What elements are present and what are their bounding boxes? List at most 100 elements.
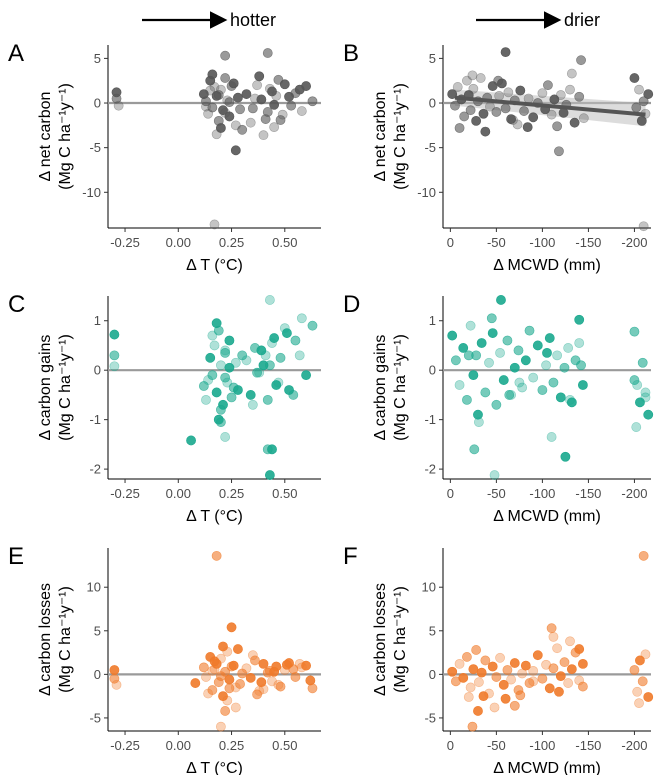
data-point xyxy=(452,82,463,92)
data-point xyxy=(512,119,523,130)
data-point xyxy=(111,679,122,690)
data-point xyxy=(502,665,513,675)
y-tick-label: 5 xyxy=(429,623,436,638)
data-point xyxy=(473,409,483,420)
x-tick-label: 0 xyxy=(447,486,454,501)
x-tick-label: -50 xyxy=(487,235,506,250)
data-point xyxy=(215,404,226,415)
data-point xyxy=(209,340,220,351)
data-point xyxy=(537,88,548,99)
data-point xyxy=(224,111,235,122)
data-point xyxy=(638,96,649,107)
x-axis-title: Δ T (°C) xyxy=(186,508,243,525)
data-point xyxy=(566,68,577,79)
data-point xyxy=(262,107,273,117)
data-point xyxy=(463,692,474,702)
data-point xyxy=(211,318,222,329)
data-point xyxy=(109,329,120,340)
data-point xyxy=(296,106,307,116)
data-point xyxy=(506,114,517,124)
y-tick-label: -5 xyxy=(89,710,101,725)
data-point xyxy=(640,392,651,403)
y-tick-label: 0 xyxy=(94,667,101,682)
data-point xyxy=(517,382,528,393)
y-tick-label: -2 xyxy=(89,462,101,477)
data-point xyxy=(198,381,209,391)
data-point xyxy=(218,691,228,702)
data-point xyxy=(220,345,231,356)
data-point xyxy=(224,97,235,108)
data-point xyxy=(576,55,586,66)
x-tick-label: -200 xyxy=(621,486,647,501)
data-point xyxy=(111,93,122,104)
x-tick-label: 0.25 xyxy=(219,235,244,250)
data-point xyxy=(552,643,563,654)
data-point xyxy=(574,91,585,102)
data-point xyxy=(252,689,262,700)
data-point xyxy=(220,706,231,716)
data-point xyxy=(275,115,286,125)
data-point xyxy=(458,672,469,683)
x-tick-label: -0.25 xyxy=(110,738,140,753)
data-point xyxy=(508,115,518,125)
data-point xyxy=(235,679,245,689)
data-point xyxy=(554,146,564,157)
header-drier: drier xyxy=(476,10,600,30)
x-tick-label: -150 xyxy=(575,486,601,501)
data-point xyxy=(631,422,642,432)
data-point xyxy=(230,145,241,156)
data-point xyxy=(237,350,248,361)
data-point xyxy=(220,347,231,358)
data-point xyxy=(269,666,280,677)
data-point xyxy=(574,314,585,325)
data-point xyxy=(294,350,305,361)
data-point xyxy=(629,326,640,337)
data-point xyxy=(532,650,543,661)
data-point xyxy=(201,672,211,682)
x-tick-label: -150 xyxy=(575,738,601,753)
data-point xyxy=(288,390,299,400)
data-point xyxy=(218,105,228,116)
data-point xyxy=(224,362,235,373)
data-point xyxy=(258,130,269,141)
data-point xyxy=(563,343,574,353)
data-point xyxy=(552,350,563,361)
data-point xyxy=(290,335,301,346)
data-point xyxy=(201,96,211,107)
data-point xyxy=(486,313,497,324)
data-point xyxy=(198,662,209,673)
data-point xyxy=(520,355,531,366)
data-point xyxy=(262,48,273,58)
data-point xyxy=(475,73,486,83)
data-point xyxy=(463,350,474,361)
data-point xyxy=(241,355,252,366)
data-point xyxy=(629,73,640,83)
data-point xyxy=(503,87,514,98)
data-point xyxy=(294,84,305,95)
x-tick-label: 0 xyxy=(447,738,454,753)
x-tick-label: -100 xyxy=(529,235,555,250)
data-point xyxy=(235,104,245,115)
data-point xyxy=(447,89,458,99)
y-tick-label: 5 xyxy=(429,51,436,66)
data-point xyxy=(224,683,235,694)
data-point xyxy=(532,340,543,351)
y-tick-label: 1 xyxy=(429,313,436,328)
data-point xyxy=(574,338,585,348)
x-tick-label: -200 xyxy=(621,738,647,753)
data-point xyxy=(241,89,252,99)
data-point xyxy=(643,89,654,99)
data-point xyxy=(245,390,256,400)
data-point xyxy=(489,702,500,713)
panels: A 50-5-10-0.25 0.00 0.25 0.50Δ T (°C)Δ net c… xyxy=(8,40,654,775)
x-tick-label: 0.50 xyxy=(272,486,297,501)
data-point xyxy=(228,660,239,671)
y-axis-title-line1: Δ net carbon xyxy=(37,92,54,182)
data-point xyxy=(462,394,472,405)
data-point xyxy=(635,397,645,408)
data-point xyxy=(509,658,520,668)
data-point xyxy=(226,622,237,633)
data-point xyxy=(450,355,461,366)
data-point xyxy=(462,652,472,662)
data-point xyxy=(220,50,231,61)
